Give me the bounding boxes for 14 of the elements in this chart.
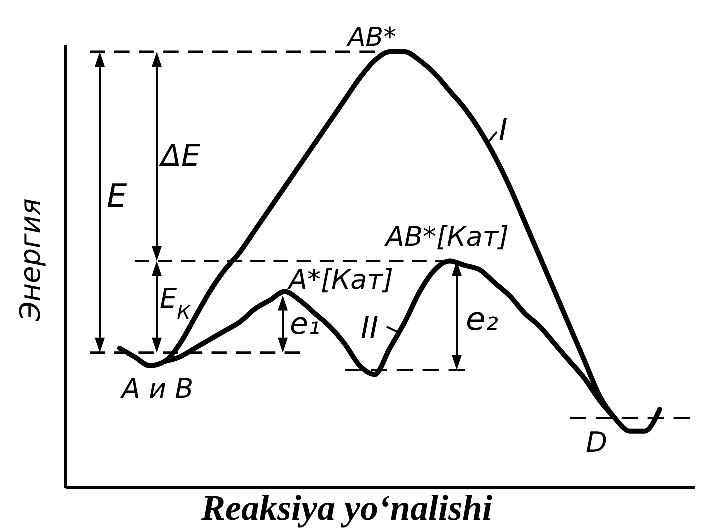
annotation: AB*[Кат] [384, 222, 510, 253]
annotation: E [107, 177, 128, 215]
x-axis-title: Reaksiya yo‘nalishi [200, 488, 493, 528]
y-axis-title: Энергия [14, 198, 46, 322]
annotation: A и B [120, 374, 194, 405]
annotation: e₂ [466, 300, 499, 338]
series-label: II [361, 311, 379, 346]
annotation: D [586, 426, 608, 459]
legend-label: I [499, 113, 508, 148]
annotation: E$_{К}$ [160, 284, 192, 324]
annotation: e₁ [290, 307, 320, 342]
annotation: AB* [346, 23, 397, 53]
annotation: A*[Кат] [287, 265, 394, 296]
annotation: ΔE [159, 139, 201, 174]
